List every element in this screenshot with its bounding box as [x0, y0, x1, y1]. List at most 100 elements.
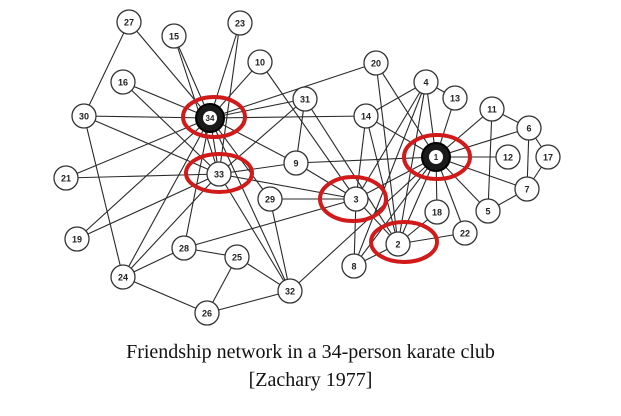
edge-32-33 — [218, 173, 291, 292]
node-label-13: 13 — [450, 94, 460, 104]
node-1: 1 — [421, 142, 451, 172]
node-circle-29 — [257, 186, 283, 212]
node-circle-7 — [514, 176, 540, 202]
edge-27-30 — [83, 21, 130, 117]
node-circle-19 — [64, 226, 90, 252]
nodes-layer: 1234567891011121314151617181920212223242… — [53, 9, 561, 326]
node-label-6: 6 — [526, 124, 531, 134]
node-label-32: 32 — [285, 287, 295, 297]
node-label-11: 11 — [487, 105, 497, 115]
node-31: 31 — [292, 86, 318, 112]
node-label-29: 29 — [265, 195, 275, 205]
edge-3-10 — [259, 61, 357, 200]
highlight-ring-2 — [369, 220, 439, 264]
node-circle-2 — [385, 231, 411, 257]
node-2: 2 — [385, 231, 411, 257]
node-circle-20 — [363, 50, 389, 76]
node-label-2: 2 — [395, 240, 400, 250]
node-15: 15 — [161, 23, 187, 49]
node-label-25: 25 — [232, 253, 242, 263]
node-circle-4 — [413, 69, 439, 95]
node-7: 7 — [514, 176, 540, 202]
edge-2-4 — [397, 81, 427, 245]
node-12: 12 — [495, 144, 521, 170]
edge-32-34 — [209, 117, 291, 292]
edge-24-30 — [83, 115, 124, 278]
node-label-27: 27 — [124, 18, 134, 28]
node-label-10: 10 — [255, 58, 265, 68]
node-label-1: 1 — [434, 153, 439, 162]
edge-1-20 — [375, 62, 437, 158]
edge-2-31 — [304, 98, 399, 245]
node-label-19: 19 — [72, 235, 82, 245]
node-19: 19 — [64, 226, 90, 252]
node-circle-3 — [343, 186, 369, 212]
edge-16-34 — [122, 81, 211, 119]
node-label-8: 8 — [351, 262, 356, 272]
node-28: 28 — [171, 235, 197, 261]
node-label-16: 16 — [118, 78, 128, 88]
node-circle-28 — [171, 235, 197, 261]
node-circle-16 — [110, 69, 136, 95]
node-circle-12 — [495, 144, 521, 170]
edge-28-34 — [183, 117, 211, 249]
node-23: 23 — [227, 10, 253, 36]
edge-26-32 — [206, 290, 291, 314]
node-circle-32 — [277, 278, 303, 304]
node-circle-11 — [479, 96, 505, 122]
node-label-23: 23 — [235, 19, 245, 29]
node-circle-15 — [161, 23, 187, 49]
node-circle-9 — [283, 150, 309, 176]
edge-29-32 — [269, 198, 291, 292]
edge-9-33 — [218, 162, 297, 175]
edge-1-3 — [355, 156, 437, 200]
node-circle-23 — [227, 10, 253, 36]
edge-3-33 — [218, 173, 357, 200]
node-label-14: 14 — [361, 112, 371, 122]
edge-1-6 — [435, 127, 530, 158]
node-3: 3 — [343, 186, 369, 212]
node-circle-21 — [53, 165, 79, 191]
node-label-21: 21 — [61, 174, 71, 184]
node-13: 13 — [442, 85, 468, 111]
node-22: 22 — [452, 220, 478, 246]
node-circle-14 — [353, 103, 379, 129]
highlight-layer — [181, 95, 472, 264]
node-33: 33 — [206, 161, 232, 187]
node-27: 27 — [116, 9, 142, 35]
node-label-4: 4 — [423, 78, 428, 88]
node-label-20: 20 — [371, 59, 381, 69]
node-hub-center-1 — [429, 150, 443, 164]
node-circle-22 — [452, 220, 478, 246]
node-label-31: 31 — [300, 95, 310, 105]
node-5: 5 — [475, 198, 501, 224]
node-32: 32 — [277, 278, 303, 304]
edge-31-34 — [209, 98, 306, 119]
caption-title: Friendship network in a 34-person karate… — [126, 341, 495, 363]
node-4: 4 — [413, 69, 439, 95]
node-10: 10 — [247, 49, 273, 75]
edge-3-28 — [183, 198, 357, 249]
node-25: 25 — [224, 244, 250, 270]
caption-citation: [Zachary 1977] — [248, 369, 373, 391]
edge-2-20 — [375, 62, 399, 245]
highlight-ring-1 — [402, 133, 472, 181]
highlight-ring-33 — [184, 152, 254, 194]
node-8: 8 — [341, 253, 367, 279]
edge-1-32 — [289, 156, 437, 292]
node-circle-25 — [224, 244, 250, 270]
node-circle-5 — [475, 198, 501, 224]
edge-1-7 — [435, 156, 528, 190]
highlight-ring-3 — [318, 175, 388, 223]
node-30: 30 — [71, 103, 97, 129]
node-label-34: 34 — [206, 114, 215, 123]
node-label-5: 5 — [485, 207, 490, 217]
edge-14-34 — [209, 115, 367, 119]
node-18: 18 — [424, 199, 450, 225]
node-26: 26 — [194, 300, 220, 326]
node-6: 6 — [516, 115, 542, 141]
node-label-26: 26 — [202, 309, 212, 319]
node-circle-17 — [535, 144, 561, 170]
edge-19-33 — [76, 173, 220, 240]
node-circle-31 — [292, 86, 318, 112]
